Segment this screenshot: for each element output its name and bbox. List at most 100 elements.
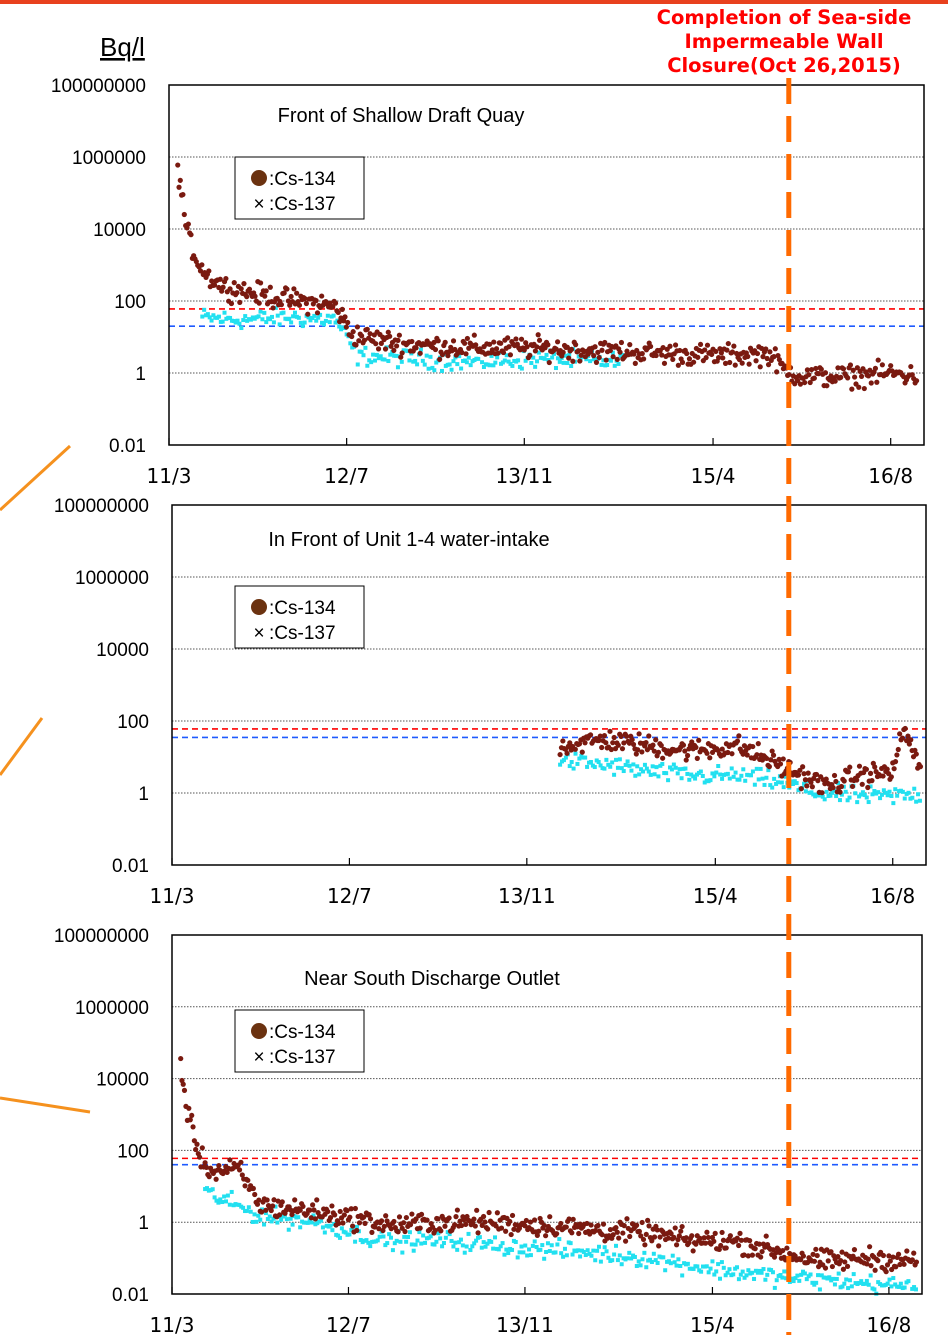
data-point-cs134 <box>654 1227 660 1233</box>
data-point-cs134 <box>775 352 781 359</box>
data-point-cs134 <box>439 352 446 358</box>
data-point-cs134 <box>199 262 205 268</box>
data-point-cs137 <box>420 358 425 363</box>
data-point-cs134 <box>227 1157 233 1163</box>
data-point-cs137 <box>402 1234 407 1239</box>
data-point-cs137 <box>256 314 261 319</box>
data-point-cs134 <box>560 349 566 355</box>
x-tick-label: 12/7 <box>326 1313 371 1335</box>
data-point-cs134 <box>805 770 811 776</box>
data-point-cs137 <box>377 1234 382 1239</box>
data-point-cs137 <box>250 1219 255 1224</box>
data-point-cs134 <box>288 293 294 300</box>
data-point-cs134 <box>858 373 865 379</box>
data-point-cs134 <box>863 766 870 772</box>
data-point-cs137 <box>576 1248 581 1253</box>
data-point-cs134 <box>352 1205 358 1212</box>
data-point-cs134 <box>865 373 872 379</box>
data-point-cs137 <box>608 764 613 769</box>
data-point-cs137 <box>687 777 692 782</box>
data-point-cs134 <box>851 1247 858 1253</box>
y-tick-label: 10000 <box>96 1070 149 1091</box>
data-point-cs137 <box>727 1267 732 1272</box>
data-point-cs134 <box>815 371 822 377</box>
data-point-cs134 <box>413 345 419 351</box>
data-point-cs137 <box>434 1239 439 1244</box>
data-point-cs137 <box>583 755 588 760</box>
data-point-cs134 <box>709 351 715 358</box>
data-point-cs137 <box>273 305 278 310</box>
x-tick-label: 13/11 <box>496 1313 554 1335</box>
data-point-cs134 <box>462 340 468 346</box>
data-point-cs134 <box>815 778 821 784</box>
data-point-cs137 <box>553 366 558 371</box>
data-point-cs134 <box>268 1207 274 1214</box>
data-point-cs137 <box>353 1239 358 1244</box>
data-point-cs137 <box>891 801 896 806</box>
data-point-cs134 <box>849 783 856 790</box>
data-point-cs137 <box>912 1285 917 1290</box>
data-point-cs137 <box>308 318 313 323</box>
x-tick-label: 13/11 <box>495 464 553 488</box>
data-point-cs134 <box>913 751 919 757</box>
data-point-cs134 <box>727 359 733 366</box>
data-point-cs134 <box>811 1258 818 1264</box>
data-point-cs134 <box>737 1230 743 1236</box>
data-point-cs134 <box>838 1257 844 1264</box>
data-point-cs137 <box>860 790 865 795</box>
data-point-cs134 <box>819 790 825 796</box>
data-point-cs137 <box>763 1277 768 1282</box>
data-point-cs137 <box>770 1270 775 1275</box>
data-point-cs137 <box>721 1265 726 1270</box>
data-point-cs134 <box>814 1252 820 1259</box>
data-point-cs134 <box>839 1249 845 1255</box>
data-point-cs137 <box>769 1268 774 1273</box>
data-point-cs134 <box>507 352 514 358</box>
y-tick-label: 1 <box>138 1213 149 1234</box>
data-point-cs134 <box>567 740 573 746</box>
data-point-cs134 <box>802 379 808 386</box>
x-tick-label: 16/8 <box>870 884 915 908</box>
data-point-cs134 <box>794 378 801 384</box>
data-point-cs134 <box>849 386 855 392</box>
data-point-cs137 <box>731 774 736 779</box>
data-point-cs137 <box>743 778 748 783</box>
data-point-cs137 <box>466 1231 471 1236</box>
x-tick-label: 13/11 <box>498 884 556 908</box>
data-point-cs137 <box>451 1244 456 1249</box>
data-point-cs137 <box>224 1199 229 1204</box>
data-point-cs134 <box>409 1211 415 1217</box>
data-point-cs137 <box>302 320 307 325</box>
data-point-cs134 <box>917 764 924 770</box>
series-cs134 <box>175 162 920 392</box>
data-point-cs137 <box>906 1279 911 1284</box>
data-point-cs134 <box>187 1117 193 1123</box>
data-point-cs134 <box>808 366 815 373</box>
data-point-cs137 <box>432 1242 437 1247</box>
data-point-cs137 <box>893 1282 898 1287</box>
data-point-cs137 <box>529 361 534 366</box>
data-point-cs137 <box>343 1230 348 1235</box>
data-point-cs134 <box>596 737 602 744</box>
data-point-cs134 <box>621 740 627 746</box>
data-point-cs137 <box>528 1253 533 1258</box>
data-point-cs137 <box>893 787 898 792</box>
data-point-cs137 <box>868 784 873 789</box>
data-point-cs134 <box>378 1218 385 1224</box>
data-point-cs134 <box>875 1258 881 1264</box>
data-point-cs134 <box>607 1226 614 1233</box>
data-point-cs134 <box>911 1250 917 1256</box>
data-point-cs137 <box>316 315 321 320</box>
data-point-cs134 <box>442 1223 448 1229</box>
data-point-cs137 <box>466 355 471 360</box>
data-point-cs134 <box>865 784 871 791</box>
data-point-cs134 <box>653 352 659 359</box>
data-point-cs134 <box>577 358 583 364</box>
data-point-cs137 <box>264 320 269 325</box>
data-point-cs137 <box>862 793 867 798</box>
data-point-cs137 <box>610 1258 615 1263</box>
data-point-cs137 <box>462 1250 467 1255</box>
data-point-cs137 <box>394 1238 399 1243</box>
data-point-cs137 <box>383 1243 388 1248</box>
data-point-cs137 <box>321 322 326 327</box>
